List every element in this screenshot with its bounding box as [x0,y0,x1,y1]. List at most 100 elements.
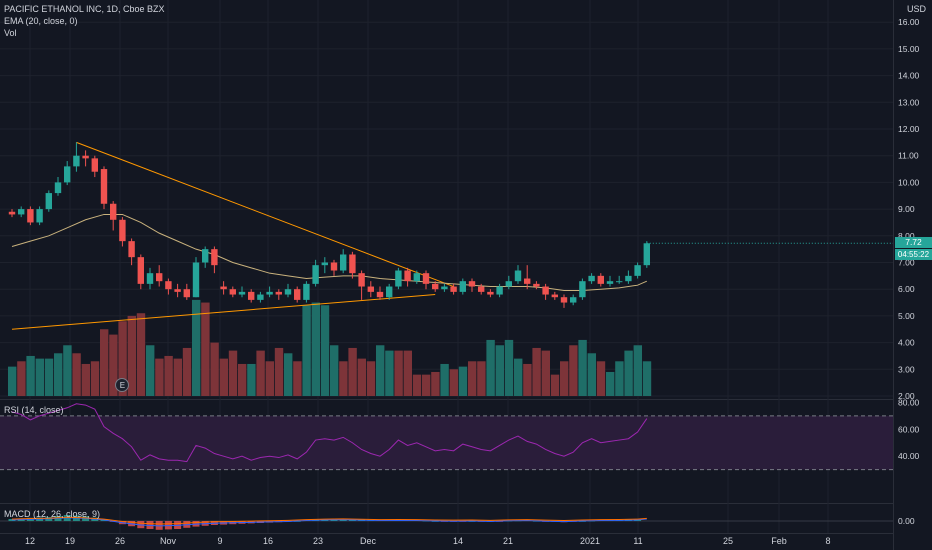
volume-bar [228,350,238,396]
volume-bar [642,361,652,396]
candle-body [496,286,503,295]
volume-bar [164,355,173,396]
currency-label[interactable]: USD [906,4,926,14]
candle-body [579,281,586,298]
y-tick-label: 12.00 [898,124,920,134]
candle-body [634,265,641,276]
volume-bar [173,358,182,396]
y-tick-label: 3.00 [898,364,915,374]
volume-bar [348,347,357,396]
rsi-tick-label: 40.00 [898,451,920,461]
earnings-marker-icon[interactable]: E [115,378,130,392]
volume-bar [330,345,339,396]
candle-body [524,278,531,284]
candle-body [505,281,512,287]
candle-body [303,283,310,300]
ema-legend[interactable]: EMA (20, close, 0) [4,16,78,26]
y-tick-label: 13.00 [898,97,920,107]
macd-line [11,517,647,527]
x-tick-label: Feb [771,536,787,546]
volume-bar [412,374,422,396]
candle-body [137,257,144,284]
volume-bar [615,361,624,396]
candle-body [156,273,163,282]
x-tick-label: 25 [723,536,733,546]
candle-body [321,262,328,266]
y-tick-label: 2.00 [898,391,915,401]
volume-bar [624,350,633,396]
x-tick-label: 8 [825,536,830,546]
x-tick-label: 21 [503,536,513,546]
volume-bar [293,361,302,396]
volume-bar [26,355,35,396]
candle-body [588,275,595,282]
candle-body [36,209,43,223]
candle-body [183,289,190,298]
y-tick-label: 7.00 [898,258,915,268]
candle-body [128,241,135,258]
volume-bar [578,339,587,396]
ema-line [11,213,647,292]
volume-bar [394,350,403,396]
candle-body [404,270,411,282]
panel-separator [0,533,893,534]
volume-bar [357,358,366,396]
x-tick-label: 14 [453,536,463,546]
candle-body [349,254,356,274]
candle-body [478,286,485,292]
volume-bar [514,358,523,396]
volume-bar [431,371,440,396]
rsi-tick-label: 60.00 [898,424,920,434]
volume-bar [247,363,256,396]
y-tick-label: 5.00 [898,311,915,321]
candle-body [174,289,181,292]
volume-bar [541,350,550,396]
candle-body [358,273,365,287]
x-tick-label: Nov [160,536,177,546]
x-tick-label: Dec [360,536,377,546]
candle-body [165,281,172,290]
volume-bar [504,339,514,396]
candle-body [45,193,52,210]
volume-bar [376,345,385,396]
candle-body [91,158,98,172]
candle-body [441,286,448,290]
volume-legend[interactable]: Vol [4,28,17,38]
volume-bar [302,305,311,396]
candle-body [459,281,466,292]
rsi-legend[interactable]: RSI (14, close) [4,405,64,415]
candle-body [542,286,549,295]
symbol-legend[interactable]: PACIFIC ETHANOL INC, 1D, Cboe BZX [4,4,165,14]
y-tick-label: 10.00 [898,177,920,187]
volume-bar [63,345,72,396]
volume-bar [265,361,274,396]
macd-legend[interactable]: MACD (12, 26, close, 9) [4,509,101,519]
candle-body [100,169,108,204]
volume-bar [495,345,504,396]
macd-signal-line [11,516,647,525]
volume-bar [523,363,532,396]
candle-body [275,291,282,295]
candle-body [220,286,227,290]
volume-bar [201,302,210,396]
candle-body [8,211,16,215]
candle-body [570,297,577,303]
trendline [76,141,454,287]
candle-body [248,291,255,300]
volume-bar [182,347,192,396]
x-tick-label: 11 [633,536,642,546]
y-tick-label: 4.00 [898,338,915,348]
candle-body [560,297,568,303]
x-tick-label: 23 [313,536,323,546]
volume-bar [596,361,606,396]
candle-body [284,289,292,295]
bar-countdown-badge: 04:55:22 [895,249,932,261]
y-tick-label: 15.00 [898,44,920,54]
volume-bar [210,342,219,396]
panel-separator [0,399,893,400]
x-tick-label: 19 [65,536,75,546]
candle-body [551,294,558,298]
candle-body [487,291,494,295]
candle-body [294,289,301,300]
